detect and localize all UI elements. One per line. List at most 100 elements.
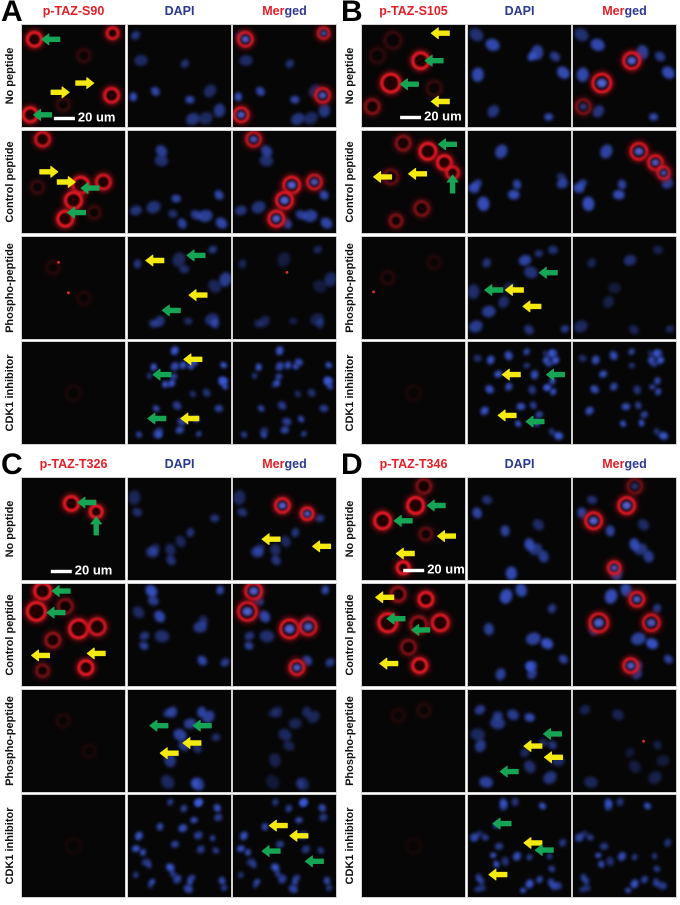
svg-text:20 um: 20 um	[78, 110, 116, 125]
column-header-dapi: DAPI	[504, 457, 535, 471]
row-label-control-peptide: Control peptide	[4, 594, 16, 676]
micrograph-C-cdk1-inhibitor-stain	[22, 795, 125, 897]
micrograph-B-control-peptide-merged	[573, 131, 676, 233]
micrograph-D-no-peptide-stain: 20 um	[362, 478, 465, 580]
svg-text:20 um: 20 um	[75, 563, 113, 578]
micrograph-C-control-peptide-dapi	[128, 584, 231, 686]
row-label-phospho-peptide: Phospho-peptide	[344, 243, 356, 333]
row-label-no-peptide: No peptide	[344, 47, 356, 105]
micrograph-C-control-peptide-merged	[233, 584, 336, 686]
micrograph-D-phospho-peptide-dapi	[468, 690, 571, 792]
row-label-no-peptide: No peptide	[4, 500, 16, 558]
micrograph-C-phospho-peptide-merged	[233, 690, 336, 792]
micrograph-C-no-peptide-merged	[233, 478, 336, 580]
micrograph-A-cdk1-inhibitor-merged	[233, 342, 336, 444]
micrograph-D-control-peptide-stain	[362, 584, 465, 686]
micrograph-D-cdk1-inhibitor-dapi	[468, 795, 571, 897]
svg-text:20 um: 20 um	[427, 562, 465, 577]
row-label-cdk1-inhibitor: CDK1 inhibitor	[344, 807, 356, 885]
merged-blue-part: ged	[624, 4, 647, 18]
panel-D: D p-TAZ-T346 DAPI Merged No peptide Cont…	[340, 448, 680, 905]
merged-blue-part: ged	[284, 457, 307, 471]
merged-red-part: Mer	[262, 4, 285, 18]
micrograph-C-phospho-peptide-dapi	[128, 690, 231, 792]
micrograph-C-cdk1-inhibitor-merged	[233, 795, 336, 897]
row-label-cdk1-inhibitor: CDK1 inhibitor	[4, 807, 16, 885]
panel-letter: C	[1, 448, 23, 481]
micrograph-B-cdk1-inhibitor-stain	[362, 342, 465, 444]
merged-red-part: Mer	[262, 457, 285, 471]
micrograph-A-no-peptide-stain: 20 um	[22, 25, 125, 127]
micrograph-B-control-peptide-stain	[362, 131, 465, 233]
row-label-cdk1-inhibitor: CDK1 inhibitor	[4, 354, 16, 432]
row-label-control-peptide: Control peptide	[344, 594, 356, 676]
column-header-dapi: DAPI	[164, 457, 195, 471]
panel-B: B p-TAZ-S105 DAPI Merged No peptide Cont…	[340, 0, 680, 452]
micrograph-D-phospho-peptide-merged	[573, 690, 676, 792]
micrograph-A-control-peptide-dapi	[128, 131, 231, 233]
scale-bar	[403, 568, 425, 573]
merged-red-part: Mer	[602, 457, 625, 471]
column-header-marker: p-TAZ-T346	[379, 457, 448, 471]
micrograph-D-control-peptide-merged	[573, 584, 676, 686]
micrograph-D-cdk1-inhibitor-stain	[362, 795, 465, 897]
micrograph-A-no-peptide-merged	[233, 25, 336, 127]
micrograph-D-control-peptide-dapi	[468, 584, 571, 686]
micrograph-A-phospho-peptide-merged	[233, 237, 336, 339]
micrograph-C-control-peptide-stain	[22, 584, 125, 686]
column-header-dapi: DAPI	[504, 4, 535, 18]
row-label-no-peptide: No peptide	[4, 47, 16, 105]
micrograph-C-no-peptide-stain: 20 um	[22, 478, 125, 580]
column-header-merged: Merged	[573, 4, 676, 18]
micrograph-D-no-peptide-merged	[573, 478, 676, 580]
row-label-cdk1-inhibitor: CDK1 inhibitor	[344, 354, 356, 432]
micrograph-C-no-peptide-dapi	[128, 478, 231, 580]
micrograph-B-phospho-peptide-stain	[362, 237, 465, 339]
column-header-marker: p-TAZ-T326	[39, 457, 108, 471]
row-label-phospho-peptide: Phospho-peptide	[4, 243, 16, 333]
micrograph-A-control-peptide-merged	[233, 131, 336, 233]
panel-letter: D	[341, 448, 363, 481]
micrograph-B-no-peptide-dapi	[468, 25, 571, 127]
micrograph-B-cdk1-inhibitor-dapi	[468, 342, 571, 444]
micrograph-B-control-peptide-dapi	[468, 131, 571, 233]
micrograph-D-no-peptide-dapi	[468, 478, 571, 580]
row-label-phospho-peptide: Phospho-peptide	[4, 696, 16, 786]
column-header-marker: p-TAZ-S90	[42, 4, 105, 18]
merged-red-part: Mer	[602, 4, 625, 18]
micrograph-C-phospho-peptide-stain	[22, 690, 125, 792]
micrograph-A-control-peptide-stain	[22, 131, 125, 233]
scale-bar	[50, 569, 72, 574]
panel-letter: A	[1, 0, 23, 28]
column-header-merged: Merged	[573, 457, 676, 471]
micrograph-A-cdk1-inhibitor-stain	[22, 342, 125, 444]
column-header-merged: Merged	[233, 457, 336, 471]
svg-text:20 um: 20 um	[424, 109, 462, 124]
row-label-no-peptide: No peptide	[344, 500, 356, 558]
micrograph-B-no-peptide-stain: 20 um	[362, 25, 465, 127]
panel-letter: B	[341, 0, 363, 28]
merged-blue-part: ged	[284, 4, 307, 18]
micrograph-D-cdk1-inhibitor-merged	[573, 795, 676, 897]
row-label-control-peptide: Control peptide	[4, 141, 16, 223]
micrograph-D-phospho-peptide-stain	[362, 690, 465, 792]
micrograph-B-no-peptide-merged	[573, 25, 676, 127]
micrograph-A-phospho-peptide-dapi	[128, 237, 231, 339]
scale-bar	[400, 115, 422, 120]
micrograph-A-cdk1-inhibitor-dapi	[128, 342, 231, 444]
micrograph-B-phospho-peptide-merged	[573, 237, 676, 339]
micrograph-B-phospho-peptide-dapi	[468, 237, 571, 339]
merged-blue-part: ged	[624, 457, 647, 471]
micrograph-B-cdk1-inhibitor-merged	[573, 342, 676, 444]
column-header-dapi: DAPI	[164, 4, 195, 18]
column-header-marker: p-TAZ-S105	[379, 4, 448, 18]
scale-bar	[53, 116, 75, 121]
micrograph-A-no-peptide-dapi	[128, 25, 231, 127]
column-header-merged: Merged	[233, 4, 336, 18]
row-label-phospho-peptide: Phospho-peptide	[344, 696, 356, 786]
row-label-control-peptide: Control peptide	[344, 141, 356, 223]
panel-A: A p-TAZ-S90 DAPI Merged No peptide Contr…	[0, 0, 340, 452]
panel-C: C p-TAZ-T326 DAPI Merged No peptide Cont…	[0, 448, 340, 905]
micrograph-A-phospho-peptide-stain	[22, 237, 125, 339]
